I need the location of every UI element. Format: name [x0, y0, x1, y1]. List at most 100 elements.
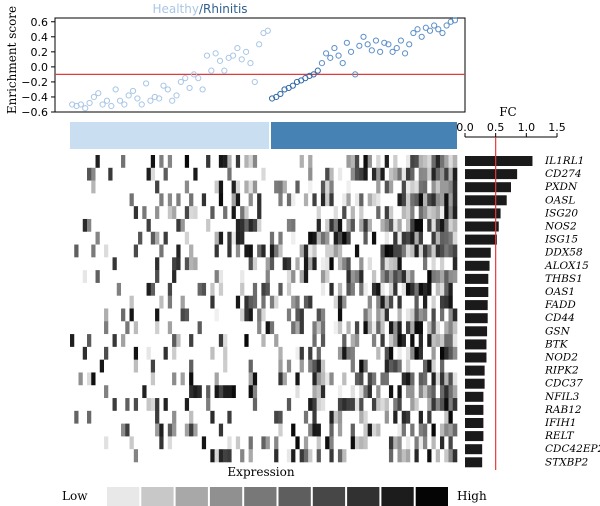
heatmap-cell [303, 321, 309, 335]
gene-label: ISG15 [544, 234, 578, 246]
heatmap-cell [333, 410, 339, 424]
heatmap-cell [448, 346, 454, 360]
heatmap-cell [439, 270, 445, 284]
heatmap-cell [269, 295, 275, 309]
point-healthy [234, 44, 241, 52]
heatmap-cell [91, 385, 96, 399]
heatmap-cell [146, 244, 152, 258]
heatmap-cell [439, 180, 445, 194]
heatmap-cell [133, 436, 139, 450]
heatmap-cell [291, 334, 296, 348]
heatmap-cell [167, 270, 173, 284]
heatmap-cell [87, 206, 92, 220]
heatmap-cell [312, 244, 317, 258]
heatmap-cell [401, 218, 407, 233]
heatmap-cell [214, 193, 220, 207]
heatmap-cell [167, 359, 173, 373]
heatmap-cell [91, 295, 96, 309]
heatmap-cell [435, 167, 441, 181]
heatmap-cell [235, 449, 241, 463]
heatmap-cell [252, 449, 258, 463]
heatmap-cell [363, 385, 368, 399]
heatmap-cell [448, 359, 454, 373]
heatmap-cell [414, 295, 420, 309]
heatmap-cell [95, 423, 101, 437]
heatmap-cell [444, 334, 449, 348]
gene-label: FADD [544, 299, 576, 311]
heatmap-cell [299, 218, 305, 233]
heatmap-cell [299, 385, 305, 399]
heatmap-cell [359, 410, 364, 424]
heatmap-cell [367, 410, 373, 424]
point-rhinitis [268, 95, 276, 102]
heatmap-cell [244, 346, 249, 360]
heatmap-cell [155, 359, 160, 373]
heatmap-cell [325, 385, 330, 399]
heatmap-cell [427, 193, 432, 207]
heatmap-cell [388, 244, 394, 258]
point-rhinitis [277, 90, 284, 98]
legend-swatch [312, 487, 346, 506]
heatmap-cell [312, 410, 317, 424]
heatmap-cell [269, 423, 275, 437]
heatmap-cell [380, 155, 386, 169]
heatmap-cell [261, 295, 266, 309]
heatmap-cell [333, 321, 339, 335]
heatmap-cell [380, 423, 386, 437]
heatmap-cell [269, 257, 275, 271]
heatmap-cell [125, 423, 130, 437]
heatmap-cell [74, 180, 79, 194]
heatmap-cell [70, 334, 75, 348]
heatmap-cell [427, 231, 432, 245]
point-healthy [251, 78, 258, 86]
heatmap-cell [405, 423, 411, 437]
heatmap-cell [269, 449, 275, 463]
heatmap-cell [257, 282, 262, 297]
heatmap-cell [121, 244, 126, 258]
fc-panel: FC 0.0 0.5 1.0 1.5 IL1RL1CD274PXDNOASLISG20… [456, 105, 600, 470]
point-rhinitis [397, 37, 404, 44]
heatmap-cell [121, 398, 126, 412]
heatmap-cell [125, 180, 130, 194]
heatmap-cell [82, 385, 88, 399]
heatmap-cell [371, 295, 377, 309]
point-rhinitis [364, 41, 371, 48]
heatmap-cell [252, 167, 258, 181]
point-rhinitis [318, 60, 326, 67]
heatmap-cell [410, 206, 415, 220]
heatmap-cell [376, 449, 381, 463]
heatmap-cell [240, 385, 245, 399]
heatmap-cell [82, 321, 88, 335]
heatmap-cell [223, 359, 228, 373]
heatmap-cell [329, 359, 334, 373]
heatmap-cell [295, 257, 300, 271]
point-rhinitis [439, 29, 446, 37]
heatmap-cell [410, 231, 415, 245]
heatmap-cell [265, 308, 271, 322]
heatmap-cell [223, 372, 228, 386]
heatmap-cell [422, 180, 428, 194]
heatmap-cell [108, 449, 113, 463]
heatmap-cell [329, 385, 334, 399]
heatmap-cell [193, 270, 198, 284]
heatmap-cell [371, 282, 377, 297]
heatmap-cell [342, 372, 347, 386]
heatmap-cell [159, 155, 164, 169]
heatmap-cell [133, 449, 139, 463]
heatmap-cell [342, 449, 347, 463]
heatmap-cell [104, 155, 109, 169]
heatmap-cell [78, 398, 84, 412]
heatmap-cell [189, 167, 194, 181]
heatmap-cell [252, 257, 258, 271]
heatmap-cell [125, 295, 130, 309]
heatmap-cell [316, 180, 322, 194]
point-healthy [208, 67, 215, 74]
heatmap-cell [393, 155, 398, 169]
heatmap-cell [363, 410, 368, 424]
heatmap-cell [431, 385, 437, 399]
heatmap-cell [388, 257, 394, 271]
fc-bar [465, 247, 491, 258]
heatmap-cell [116, 218, 122, 233]
heatmap-cell [291, 372, 296, 386]
heatmap-cell [146, 308, 152, 322]
